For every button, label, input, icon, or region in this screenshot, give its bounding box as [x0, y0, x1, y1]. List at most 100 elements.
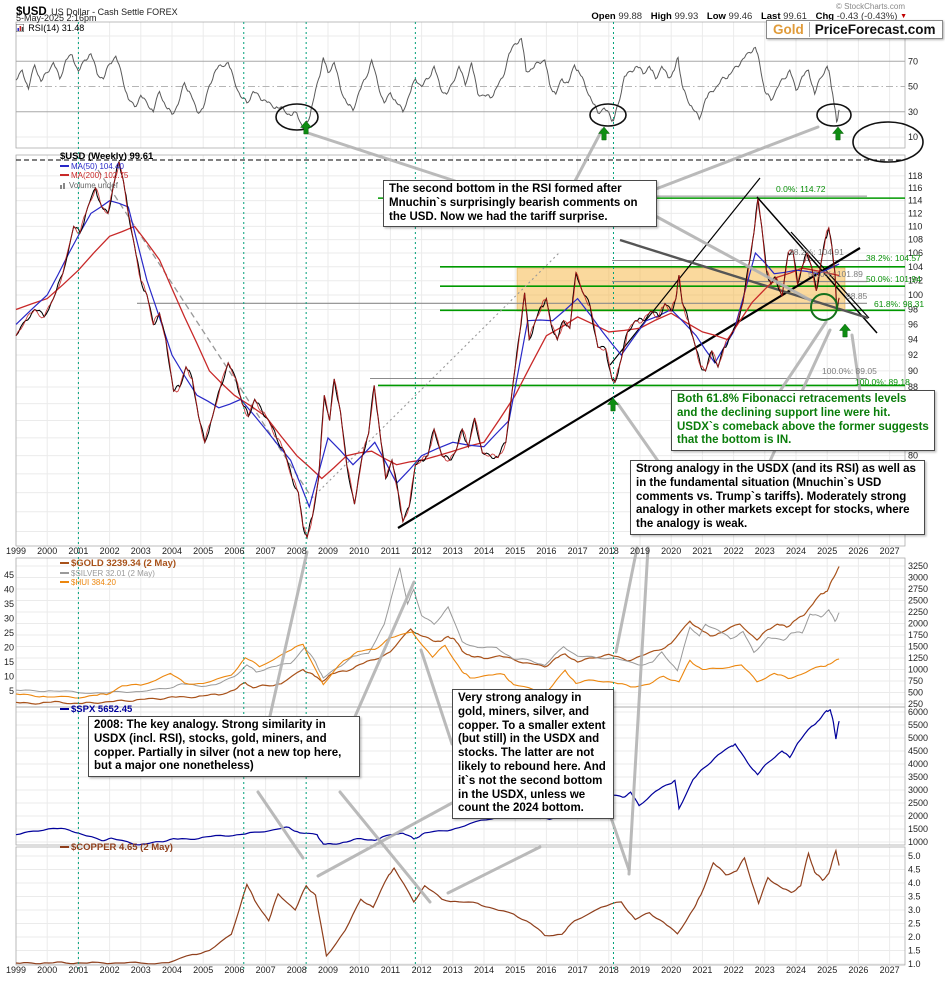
fib-label-green-50: 50.0%: 101.94 — [866, 274, 921, 284]
trend-lines — [97, 169, 878, 529]
spx-swatch-icon — [60, 708, 69, 710]
svg-text:2000: 2000 — [37, 546, 57, 556]
fib-label-gray-38: 38.2%: 104.91 — [789, 247, 844, 257]
svg-text:70: 70 — [908, 56, 918, 66]
svg-text:3.5: 3.5 — [908, 892, 921, 902]
ma200-swatch-icon — [60, 174, 69, 176]
high-label: High — [650, 11, 672, 22]
svg-text:110: 110 — [908, 221, 922, 231]
svg-text:2003: 2003 — [131, 546, 151, 556]
key-2008-analogy-note: 2008: The key analogy. Strong similarity… — [88, 716, 360, 778]
svg-text:500: 500 — [908, 688, 923, 698]
svg-text:30: 30 — [908, 107, 918, 117]
series-line-ma50 — [15, 200, 840, 509]
svg-text:2017: 2017 — [568, 965, 588, 975]
symbol-description: US Dollar - Cash Settle FOREX — [51, 7, 178, 17]
svg-text:2024: 2024 — [786, 546, 806, 556]
low-value: 99.46 — [728, 11, 753, 22]
svg-text:2008: 2008 — [287, 965, 307, 975]
svg-text:10: 10 — [908, 132, 918, 142]
svg-text:2008: 2008 — [287, 546, 307, 556]
svg-text:2010: 2010 — [349, 965, 369, 975]
series-line-copper — [15, 848, 840, 965]
svg-text:1.0: 1.0 — [908, 959, 921, 969]
svg-text:25: 25 — [4, 628, 14, 638]
svg-text:2007: 2007 — [256, 546, 276, 556]
badge-gold-word: Gold — [773, 22, 810, 37]
svg-text:750: 750 — [908, 676, 923, 686]
svg-text:20: 20 — [4, 643, 14, 653]
svg-text:2004: 2004 — [162, 546, 182, 556]
silver-legend-label: $SILVER 32.01 (2 May) — [71, 568, 155, 578]
svg-text:104: 104 — [908, 262, 923, 272]
svg-text:2000: 2000 — [37, 965, 57, 975]
svg-text:15: 15 — [4, 657, 14, 667]
svg-text:102: 102 — [908, 276, 923, 286]
svg-text:2000: 2000 — [908, 811, 928, 821]
svg-text:108: 108 — [908, 235, 923, 245]
svg-text:2006: 2006 — [224, 965, 244, 975]
svg-text:6000: 6000 — [908, 707, 928, 717]
fib-label-gray-61: 98.85 — [846, 291, 868, 301]
svg-text:98: 98 — [908, 305, 918, 315]
svg-text:2500: 2500 — [908, 798, 928, 808]
copper-legend: $COPPER 4.65 (2 May) — [60, 843, 173, 853]
hui-legend-label: $HUI 384.20 — [71, 578, 116, 587]
silver-swatch-icon — [60, 571, 69, 574]
svg-text:2013: 2013 — [443, 546, 463, 556]
svg-text:2016: 2016 — [536, 546, 556, 556]
svg-text:1500: 1500 — [908, 642, 928, 652]
copyright: © StockCharts.com — [835, 2, 905, 11]
svg-text:3.0: 3.0 — [908, 905, 921, 915]
svg-text:2026: 2026 — [848, 546, 868, 556]
svg-text:2022: 2022 — [724, 965, 744, 975]
volume-bars-icon — [60, 182, 67, 192]
svg-text:2005: 2005 — [193, 546, 213, 556]
series-line-gold — [15, 566, 840, 705]
series-line-ma200 — [15, 225, 840, 480]
svg-text:2006: 2006 — [224, 546, 244, 556]
svg-text:3000: 3000 — [908, 573, 928, 583]
svg-text:112: 112 — [908, 208, 922, 218]
axis-labels: 9070503010118116114112110108106104102100… — [4, 31, 928, 975]
svg-text:2500: 2500 — [908, 596, 928, 606]
svg-text:45: 45 — [4, 570, 14, 580]
svg-text:3000: 3000 — [908, 785, 928, 795]
svg-text:2015: 2015 — [505, 965, 525, 975]
svg-text:2021: 2021 — [692, 546, 712, 556]
fib-label-green-0: 0.0%: 114.72 — [776, 184, 826, 194]
fib-label-green-61: 61.8%: 98.31 — [874, 299, 925, 309]
last-value: 99.61 — [783, 11, 807, 22]
spx-legend: $SPX 5652.45 — [60, 705, 132, 715]
fib-label-gray-50: 50.0%: 101.89 — [808, 269, 863, 279]
svg-text:2023: 2023 — [755, 546, 775, 556]
svg-text:2021: 2021 — [692, 965, 712, 975]
svg-text:2023: 2023 — [755, 965, 775, 975]
svg-text:2014: 2014 — [474, 965, 494, 975]
svg-text:2002: 2002 — [100, 546, 120, 556]
svg-text:2011: 2011 — [381, 546, 400, 556]
svg-text:4500: 4500 — [908, 746, 928, 756]
svg-text:1000: 1000 — [908, 665, 928, 675]
volume-legend-label: Volume undef — [69, 180, 118, 190]
svg-text:5.0: 5.0 — [908, 851, 921, 861]
gold-legend: $GOLD 3239.34 (2 May) $SILVER 32.01 (2 M… — [60, 559, 176, 588]
svg-text:35: 35 — [4, 599, 14, 609]
svg-text:2019: 2019 — [630, 965, 650, 975]
svg-text:1500: 1500 — [908, 824, 928, 834]
svg-text:10: 10 — [4, 672, 14, 682]
fib-label-green-100: 100.0%: 89.18 — [855, 377, 910, 387]
svg-text:116: 116 — [908, 183, 922, 193]
chg-label: Chg — [815, 11, 835, 22]
svg-text:1.5: 1.5 — [908, 946, 921, 956]
svg-text:2750: 2750 — [908, 584, 928, 594]
svg-text:2007: 2007 — [256, 965, 276, 975]
svg-text:2005: 2005 — [193, 965, 213, 975]
up-arrow-icons — [299, 120, 852, 412]
svg-text:2014: 2014 — [474, 546, 494, 556]
copper-legend-label: $COPPER 4.65 (2 May) — [71, 842, 173, 853]
svg-text:2012: 2012 — [412, 965, 432, 975]
ma50-legend-label: MA(50) 104.40 — [71, 161, 124, 171]
badge-site-word: PriceForecast.com — [814, 22, 936, 37]
svg-text:1000: 1000 — [908, 837, 928, 847]
